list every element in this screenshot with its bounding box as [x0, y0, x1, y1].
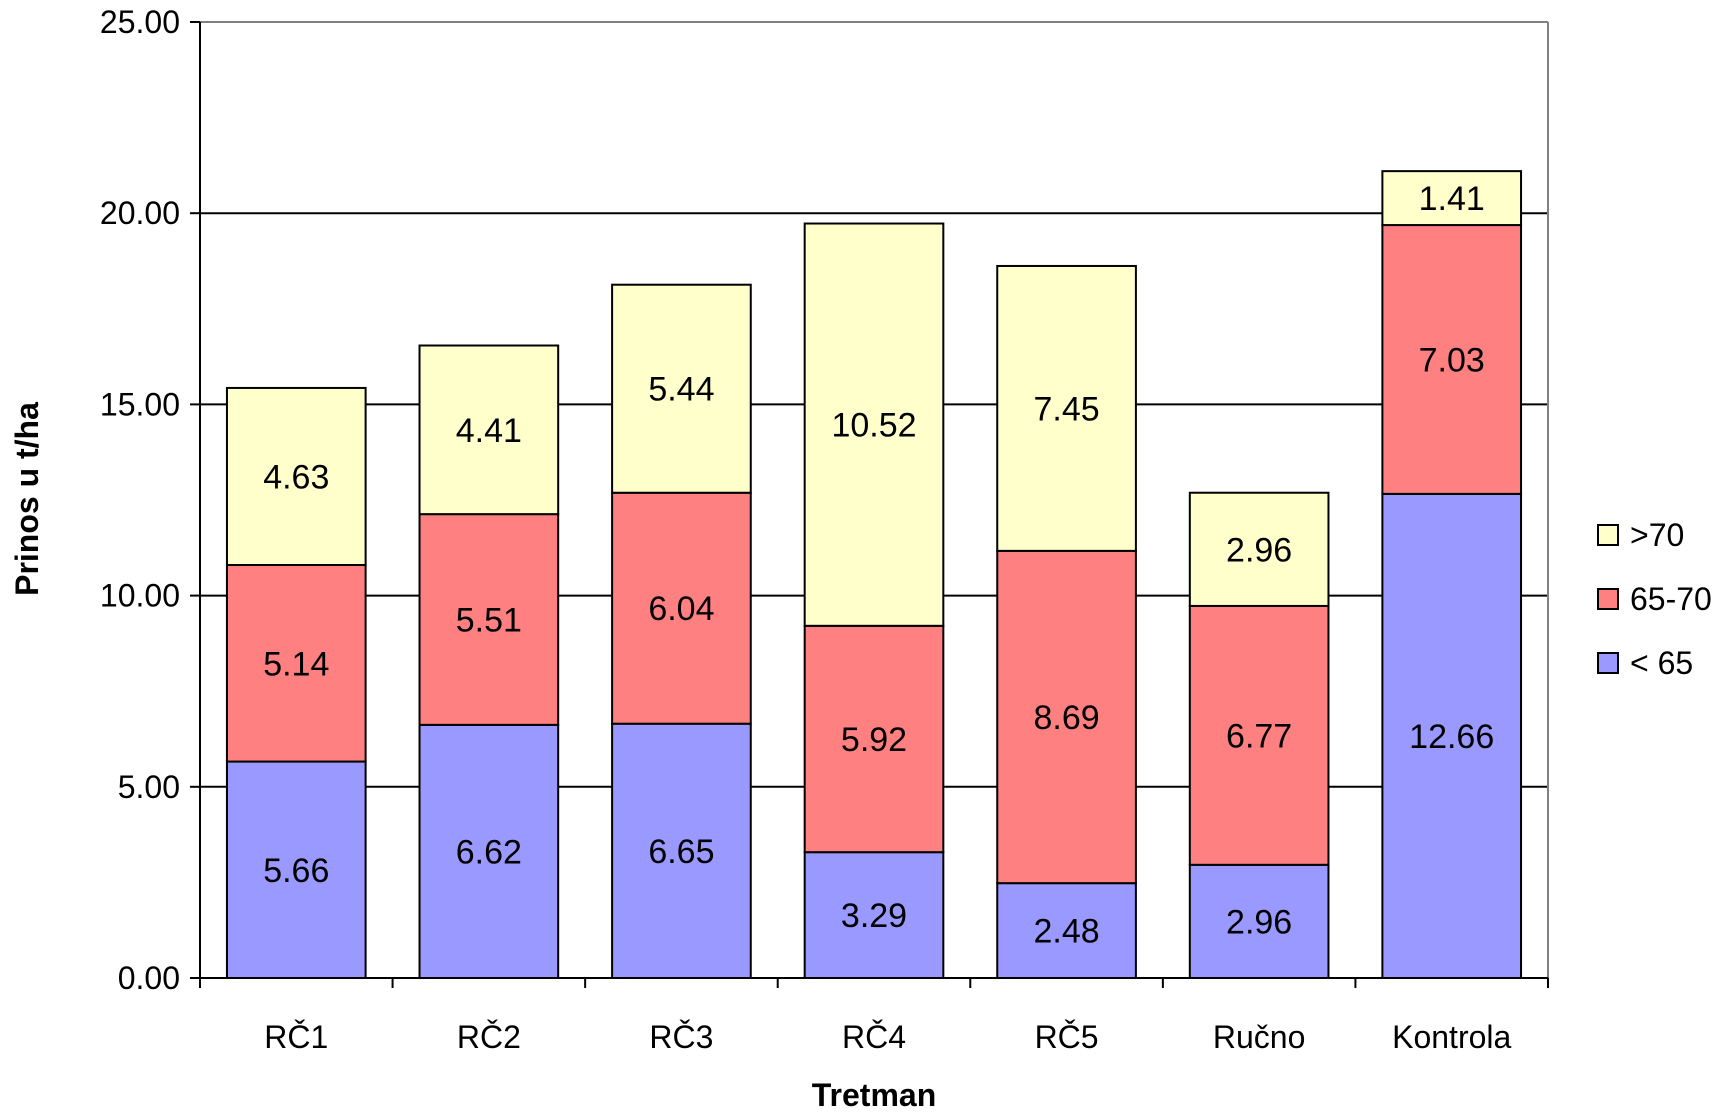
data-label: 2.48 [1033, 913, 1099, 951]
legend-swatch [1597, 652, 1619, 674]
bar-segment [611, 491, 752, 725]
y-tick-label: 20.00 [100, 195, 180, 231]
legend-label: >70 [1630, 517, 1684, 553]
data-label: 2.96 [1226, 531, 1292, 569]
data-label: 7.45 [1033, 390, 1099, 428]
bar-segment [1381, 224, 1523, 495]
data-label: 1.41 [1419, 180, 1485, 218]
y-tick-label: 25.00 [100, 4, 180, 40]
bar-segment [225, 386, 367, 567]
y-tick-label: 15.00 [100, 386, 180, 422]
x-tick-label: Ručno [1213, 1019, 1306, 1055]
x-axis-title: Tretman [812, 1077, 936, 1113]
x-tick-label: RČ5 [1035, 1019, 1099, 1055]
bar-segment [1188, 604, 1330, 866]
x-tick-label: Kontrola [1392, 1019, 1511, 1055]
x-tick-label: RČ3 [649, 1019, 713, 1055]
data-label: 5.51 [456, 602, 522, 640]
bar-segment [611, 722, 752, 979]
data-label: 3.29 [841, 897, 907, 935]
bar-segment [225, 760, 367, 979]
data-label: 2.96 [1226, 903, 1292, 941]
bar-segment [996, 549, 1137, 885]
bar-segment [418, 344, 560, 516]
bar-segment [225, 564, 367, 763]
data-label: 5.92 [841, 721, 907, 759]
data-label: 4.41 [456, 412, 522, 450]
legend-swatch [1597, 524, 1619, 546]
bar-segment [611, 283, 752, 494]
data-label: 5.14 [263, 645, 329, 683]
bar-segment [1381, 170, 1523, 227]
legend-swatch [1597, 588, 1619, 610]
bar-segment [996, 264, 1137, 552]
data-label: 5.44 [648, 371, 714, 409]
data-label: 8.69 [1033, 699, 1099, 737]
legend: >70 65-70 < 65 [1597, 517, 1712, 681]
bar-segment [996, 882, 1137, 979]
labels: 0.00 5.00 10.00 15.00 20.00 25.00 5.66 5.14 4.63… [100, 4, 1512, 1055]
y-tick-label: 10.00 [100, 578, 180, 614]
data-label: 6.04 [648, 590, 714, 628]
y-tick-label: 5.00 [118, 769, 180, 805]
data-label: 7.03 [1419, 341, 1485, 379]
y-tick-label: 0.00 [118, 960, 180, 996]
legend-label: < 65 [1630, 645, 1693, 681]
data-label: 4.63 [263, 458, 329, 496]
x-tick-label: RČ2 [457, 1019, 521, 1055]
data-label: 6.77 [1226, 717, 1292, 755]
bar-segment [1381, 492, 1523, 979]
data-label: 12.66 [1409, 718, 1494, 756]
bar-segment [803, 624, 945, 854]
bar-segment [803, 222, 945, 627]
bar-segment [1188, 491, 1330, 607]
legend-label: 65-70 [1630, 581, 1712, 617]
bars [225, 170, 1523, 980]
x-tick-label: RČ4 [842, 1019, 906, 1055]
bar-segment [803, 851, 945, 980]
y-axis-title: Prinos u t/ha [9, 402, 45, 596]
data-label: 6.62 [456, 833, 522, 871]
data-label: 10.52 [831, 407, 916, 445]
axes [190, 21, 1549, 988]
data-label: 6.65 [648, 833, 714, 871]
data-label: 5.66 [263, 852, 329, 890]
bar-segment [1188, 863, 1330, 979]
x-tick-label: RČ1 [264, 1019, 328, 1055]
